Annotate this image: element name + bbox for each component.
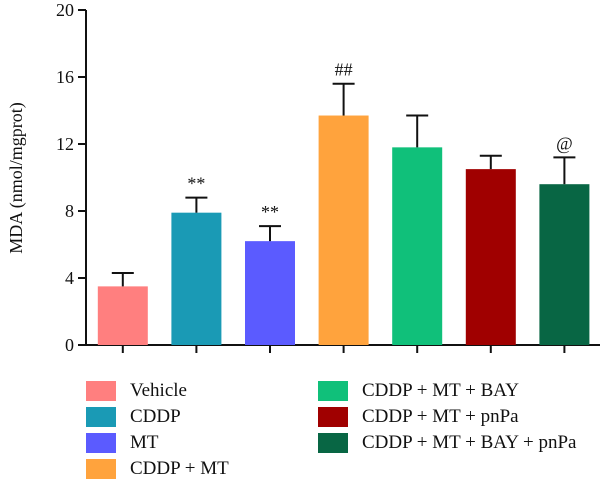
y-tick-label: 20 <box>56 0 74 20</box>
legend-label: Vehicle <box>130 380 187 401</box>
legend-item: CDDP <box>86 404 181 430</box>
bar-2 <box>171 212 222 345</box>
legend-label: CDDP <box>130 406 181 427</box>
legend-item: CDDP + MT + pnPa <box>318 404 519 430</box>
y-tick-label: 12 <box>56 134 74 154</box>
legend-label: CDDP + MT + BAY <box>362 380 519 401</box>
bar-chart: 0 4 8 12 16 20 ** ** ## @ MDA (nmol/mgprot) <box>6 0 600 355</box>
legend: Vehicle CDDP MT CDDP + MT CDDP + MT + BAY CDD… <box>0 372 600 488</box>
x-axis <box>85 344 600 353</box>
y-tick-label: 16 <box>56 67 74 87</box>
legend-swatch <box>86 407 116 427</box>
legend-swatch <box>86 381 116 401</box>
bars <box>97 115 590 346</box>
significance-mark: ** <box>187 174 205 194</box>
legend-item: CDDP + MT + BAY <box>318 378 519 404</box>
bar-6 <box>465 169 516 345</box>
bar-1 <box>97 286 148 345</box>
legend-swatch <box>318 433 348 453</box>
legend-label: MT <box>130 432 159 453</box>
y-axis-label: MDA (nmol/mgprot) <box>6 102 27 254</box>
legend-item: CDDP + MT + BAY + pnPa <box>318 430 576 456</box>
legend-item: CDDP + MT <box>86 456 229 482</box>
bar-5 <box>392 147 443 345</box>
legend-label: CDDP + MT + pnPa <box>362 406 519 427</box>
annotations: ** ** ## @ <box>187 60 572 222</box>
legend-label: CDDP + MT + BAY + pnPa <box>362 432 577 453</box>
legend-item: Vehicle <box>86 378 187 404</box>
bar-3 <box>245 241 295 345</box>
legend-swatch <box>318 381 348 401</box>
significance-mark: ** <box>261 202 279 222</box>
significance-mark: @ <box>556 133 573 153</box>
y-axis: 0 4 8 12 16 20 <box>56 0 87 355</box>
y-tick-label: 8 <box>65 201 74 221</box>
significance-mark: ## <box>335 60 353 80</box>
y-tick-label: 4 <box>65 268 74 288</box>
legend-swatch <box>86 433 116 453</box>
legend-item: MT <box>86 430 159 456</box>
error-bars <box>111 82 576 287</box>
legend-swatch <box>318 407 348 427</box>
bar-4 <box>318 115 369 346</box>
bar-7 <box>539 184 590 345</box>
y-tick-label: 0 <box>65 335 74 355</box>
legend-label: CDDP + MT <box>130 458 229 479</box>
legend-swatch <box>86 459 116 479</box>
